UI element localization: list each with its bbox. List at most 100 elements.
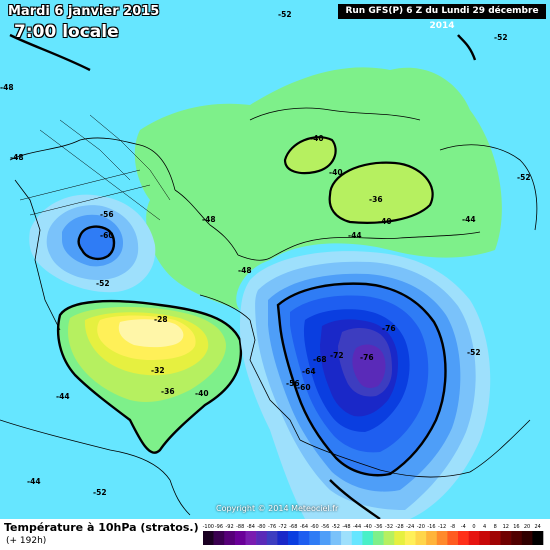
legend-tick-label: -80	[257, 524, 265, 530]
band-minus-80	[352, 344, 386, 388]
legend-swatch	[489, 531, 501, 545]
label-m40a: -40	[310, 134, 324, 143]
model-run-info: Run GFS(P) 6 Z du Lundi 29 décembre 2014	[338, 4, 546, 31]
label-m52f: -52	[93, 488, 107, 497]
band-minus-24-warm	[118, 319, 184, 348]
legend-tick-label: 8	[494, 524, 497, 530]
label-m32: -32	[151, 366, 165, 375]
legend-tick-label: -20	[417, 524, 425, 530]
copyright-notice: Copyright © 2014 Meteociel.fr	[216, 504, 339, 513]
legend-swatch	[341, 531, 353, 545]
label-m28: -28	[154, 315, 168, 324]
legend-tick-label: -92	[225, 524, 233, 530]
legend-swatch	[213, 531, 225, 545]
legend-tick-label: 16	[513, 524, 519, 530]
label-m48c: -48	[238, 266, 252, 275]
color-scale-legend: -100 -96 -92 -88 -84 -80 -76 -72 -68 -64 -60 -56 -52…	[203, 524, 544, 545]
label-m68: -68	[313, 355, 327, 364]
legend-swatch	[330, 531, 342, 545]
legend-swatch	[288, 531, 299, 545]
legend-tick-label: -88	[236, 524, 244, 530]
coastlines	[0, 107, 538, 516]
contour-minus-40-pocket-2	[328, 161, 434, 224]
legend-tick-label: -96	[215, 524, 223, 530]
legend-tick-label: -68	[289, 524, 297, 530]
label-m48b: -48	[10, 153, 24, 162]
label-m56b: -56	[286, 379, 300, 388]
label-m60b: -60	[297, 383, 311, 392]
label-m44d: -44	[462, 215, 476, 224]
legend-swatch	[266, 531, 278, 545]
legend-swatch	[479, 531, 491, 545]
legend-swatch	[309, 531, 321, 545]
contour-minus-40-pocket	[283, 136, 337, 175]
legend-swatch	[415, 531, 427, 545]
legend-tick-label: 0	[472, 524, 475, 530]
legend-swatch	[256, 531, 268, 545]
legend-tick-label: -40	[364, 524, 372, 530]
label-m64: -64	[302, 367, 316, 376]
label-m40d: -40	[195, 389, 209, 398]
label-m40b: -40	[329, 168, 343, 177]
contour-minus-60-west	[77, 225, 116, 261]
legend-tick-label: -32	[385, 524, 393, 530]
legend-tick-label: -72	[279, 524, 287, 530]
legend-tick-label: -48	[342, 524, 350, 530]
legend-swatch	[521, 531, 533, 545]
legend-tick-label: -64	[300, 524, 308, 530]
temperature-map: -40 -40 -40 -40 -36 -36 -32 -28 -44 -44 …	[0, 0, 550, 519]
legend-swatch	[468, 531, 480, 545]
band-minus-40-asia	[134, 67, 502, 310]
legend-swatch	[298, 531, 310, 545]
legend-swatch	[351, 531, 363, 545]
legend-swatch	[319, 531, 331, 545]
legend-swatch	[511, 531, 523, 545]
legend-swatch	[245, 531, 257, 545]
legend-swatch	[436, 531, 448, 545]
legend-swatch	[277, 531, 289, 545]
label-m36b: -36	[161, 387, 175, 396]
thick-contours	[9, 33, 477, 519]
legend-tick-label: 4	[483, 524, 486, 530]
label-m76a: -76	[382, 324, 396, 333]
label-m44c: -44	[27, 477, 41, 486]
label-m56a: -56	[100, 210, 114, 219]
label-m72: -72	[330, 351, 344, 360]
admin-borders	[19, 114, 171, 221]
forecast-date: Mardi 6 janvier 2015	[8, 4, 160, 19]
legend-swatch	[532, 531, 544, 545]
legend-tick-label: -28	[395, 524, 403, 530]
legend-tick-label: 20	[524, 524, 530, 530]
label-m48a: -48	[0, 83, 14, 92]
label-m44a: -44	[348, 231, 362, 240]
label-m60a: -60	[100, 231, 114, 240]
label-m76b: -76	[360, 353, 374, 362]
label-m36a: -36	[369, 195, 383, 204]
parameter-title: Température à 10hPa (stratos.)	[4, 521, 199, 534]
label-m52b: -52	[494, 33, 508, 42]
legend-tick-label: 24	[535, 524, 541, 530]
contour-upper-right	[457, 34, 477, 61]
legend-swatch	[447, 531, 459, 545]
label-m52e: -52	[467, 348, 481, 357]
label-m48d: -48	[202, 215, 216, 224]
legend-tick-label: -24	[406, 524, 414, 530]
label-m52c: -52	[517, 173, 531, 182]
legend-tick-label: 12	[503, 524, 509, 530]
forecast-offset: (+ 192h)	[6, 536, 47, 546]
legend-tick-label: -4	[461, 524, 466, 530]
legend-tick-label: -84	[247, 524, 255, 530]
legend-swatch	[362, 531, 374, 545]
label-m40c: -40	[378, 217, 392, 226]
legend-tick-label: -52	[332, 524, 340, 530]
label-m52d: -52	[96, 279, 110, 288]
legend-swatch	[373, 531, 384, 545]
legend-tick-label: -16	[427, 524, 435, 530]
legend-swatch	[234, 531, 246, 545]
legend-swatch	[383, 531, 395, 545]
legend-tick-label: -56	[321, 524, 329, 530]
legend-swatch	[404, 531, 416, 545]
legend-tick-label: -44	[353, 524, 361, 530]
legend-swatch	[394, 531, 406, 545]
